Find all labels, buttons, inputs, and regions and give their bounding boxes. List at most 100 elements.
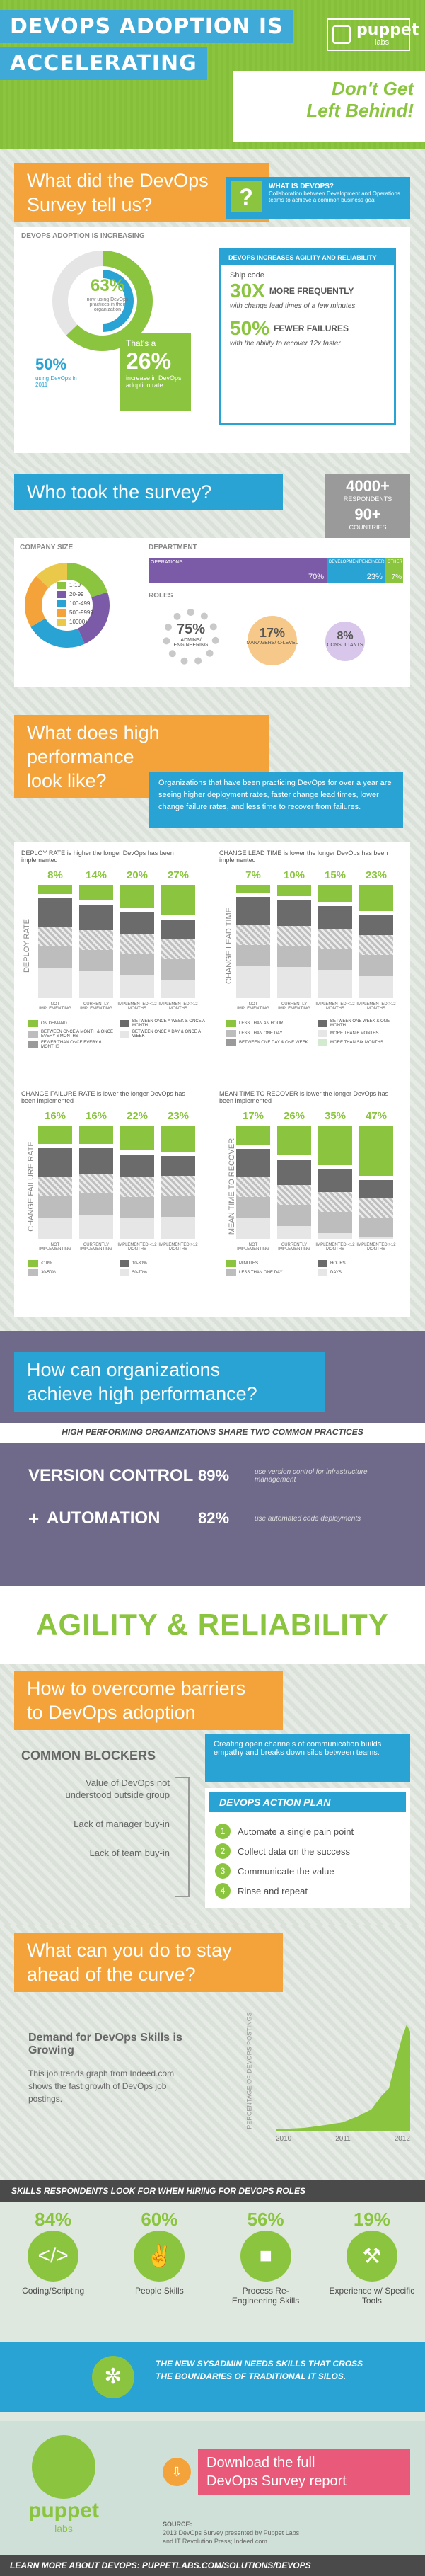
bar-segment (318, 970, 352, 998)
legend-label: DAYS (330, 1271, 342, 1275)
charts-card: DEPLOY RATE is higher the longer DevOps … (14, 842, 410, 1317)
bar-x-label: IMPLEMENTED >12 MONTHS (158, 1002, 198, 1011)
bar-segment (236, 966, 270, 998)
bar-column (161, 1126, 195, 1239)
bar-pct-label: 16% (85, 1110, 107, 1122)
bar-segment (79, 1193, 113, 1215)
common-blockers: COMMON BLOCKERS (21, 1748, 156, 1763)
download-row[interactable]: ⇩ Download the full DevOps Survey report (163, 2449, 417, 2499)
bar-pct-label: 16% (44, 1110, 66, 1122)
legend-swatch (226, 1030, 236, 1037)
blocker-1: Value of DevOps not understood outside g… (65, 1778, 170, 1800)
header-logo-text: puppet (356, 21, 419, 39)
achieve-heading-line-1: How can organizations (27, 1359, 221, 1380)
bar-segment (38, 885, 72, 894)
mttr-bars: 17% NOT IMPLEMENTING 26% CURRENTLY IMPLEMEN… (233, 1110, 403, 1252)
barriers-section: How to overcome barriers to DevOps adopt… (0, 1664, 425, 1925)
job-trend-graph (276, 2025, 410, 2131)
department-bar: OPERATIONS 70% DEVELOPMENT/ENGINEERING 2… (149, 558, 403, 583)
legend-item: LESS THAN AN HOUR (226, 1019, 312, 1028)
bar-segment (359, 1198, 393, 1218)
comm-text: Creating open channels of communication … (205, 1734, 410, 1782)
legend-item: MINUTES (226, 1260, 312, 1267)
download-line-1: Download the full (206, 2455, 315, 2471)
ship-code: Ship code (230, 271, 264, 280)
achieve-heading-line-2: achieve high performance? (27, 1383, 257, 1404)
bar-segment (161, 1151, 195, 1156)
roles-label: ROLES (149, 592, 173, 600)
bar-segment (161, 915, 195, 920)
highperf-heading-line-2: look like? (27, 770, 107, 791)
source-label: SOURCE: (163, 2521, 192, 2528)
bar-segment (79, 1173, 113, 1193)
respondents-count: 4000+ (346, 477, 390, 495)
chart-legend: MINUTES HOURS LESS THAN ONE DAY DAYS (226, 1260, 403, 1276)
legend-swatch (318, 1269, 327, 1276)
bar-segment (79, 1143, 113, 1148)
deploy-title: DEPLOY RATE is higher the longer DevOps … (21, 849, 174, 864)
download-link[interactable]: Download the full DevOps Survey report (198, 2449, 410, 2495)
bar-segment (359, 910, 393, 915)
download-icon[interactable]: ⇩ (163, 2458, 191, 2486)
learn-more-bar[interactable]: LEARN MORE ABOUT DEVOPS: PUPPETLABS.COM/… (0, 2555, 425, 2576)
learn-more-link[interactable]: LEARN MORE ABOUT DEVOPS: PUPPETLABS.COM/… (10, 2560, 311, 2570)
role-2-circle (248, 616, 297, 665)
bar-pct-label: 14% (85, 869, 107, 881)
blockers-list: Value of DevOps not understood outside g… (57, 1777, 170, 1859)
legend-label: 10-30% (132, 1261, 147, 1266)
legend-swatch (318, 1039, 327, 1046)
code-icon: </> (28, 2231, 79, 2282)
who-heading: Who took the survey? (14, 474, 283, 510)
countries-label: COUNTRIES (349, 524, 387, 531)
bar-segment (38, 1176, 72, 1196)
bar-segment (79, 950, 113, 972)
bar-column (318, 885, 352, 998)
bar-segment (277, 900, 311, 926)
legend-item: BETWEEN ONCE A MONTH & ONCE EVERY 6 MONT… (28, 1030, 114, 1038)
plan-step-3: 3 Communicate the value (215, 1863, 400, 1879)
vc-pct: 89% (198, 1467, 230, 1484)
bar-column (120, 885, 154, 998)
bar-x-label: CURRENTLY IMPLEMENTING (80, 1002, 112, 1011)
legend-item: DAYS (318, 1269, 403, 1276)
bar-segment (120, 1150, 154, 1155)
bar-segment (38, 926, 72, 946)
agility-text: AGILITY & RELIABILITY (36, 1608, 389, 1641)
legend-swatch (318, 1030, 327, 1037)
bar-segment (120, 885, 154, 908)
bar-column (318, 1126, 352, 1239)
skills-row: 84% </> Coding/Scripting 60% ✌ People Sk… (0, 2209, 425, 2336)
bar-segment (38, 893, 72, 898)
puppet-flask-icon (32, 2435, 95, 2499)
bar-x-label: IMPLEMENTED <12 MONTHS (315, 1243, 355, 1252)
bar-segment (38, 1126, 72, 1144)
legend-swatch (226, 1269, 236, 1276)
pct-63: 63% (91, 276, 125, 295)
legend-item: BETWEEN ONE WEEK & ONE MONTH (318, 1019, 403, 1028)
bar-segment (277, 1204, 311, 1226)
footer-logo-sub: labs (54, 2523, 73, 2534)
bar-column (277, 885, 311, 998)
demand-text: This job trends graph from Indeed.com sh… (28, 2068, 175, 2104)
bar-pct-label: 22% (126, 1110, 149, 1122)
role-1: 75% ADMINS/ ENGINEERING (173, 622, 209, 648)
plan-step-2: 2 Collect data on the success (215, 1843, 400, 1859)
bar-segment (161, 1126, 195, 1152)
bar-pct-label: 20% (126, 869, 149, 881)
bar-segment (359, 975, 393, 998)
legend-swatch (318, 1020, 327, 1027)
bar-x-label: NOT IMPLEMENTING (39, 1002, 71, 1011)
bar-segment (359, 934, 393, 955)
lead-bars: 7% NOT IMPLEMENTING 10% CURRENTLY IMPLEMENT… (233, 869, 403, 1011)
legend-swatch (28, 1269, 38, 1276)
tagline-box: Don't Get Left Behind! (233, 71, 425, 142)
bar-segment (318, 902, 352, 906)
legend-label: MINUTES (239, 1261, 258, 1266)
footer-section: puppet labs ⇩ Download the full DevOps S… (0, 2421, 425, 2576)
bar-segment (318, 1192, 352, 1212)
bar-segment (38, 1196, 72, 1218)
plan-step-1: 1 Automate a single pain point (215, 1824, 400, 1839)
bar-segment (236, 897, 270, 926)
blocker-bracket (175, 1777, 190, 1897)
bar-pct-label: 23% (365, 869, 388, 881)
